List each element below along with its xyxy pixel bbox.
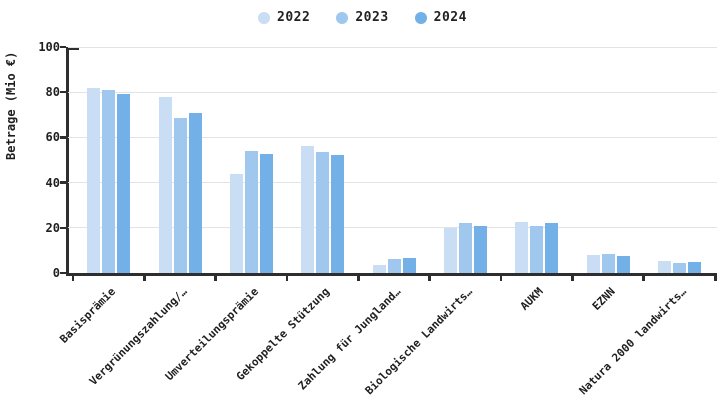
bar-2022-2	[158, 96, 172, 273]
x-axis-line	[66, 273, 717, 276]
gridline-y-20	[68, 227, 717, 229]
y-tick-0	[60, 271, 66, 275]
x-tick-8	[642, 275, 645, 281]
x-tick-3	[285, 275, 289, 281]
legend-swatch-2023-icon	[336, 11, 349, 24]
plot-area: Betrage (Mio €) 0 20 40 60 80 100 Basisprämie V…	[4, 41, 717, 397]
x-tick-label-7: AUKM	[517, 285, 546, 313]
bar-2023-9	[672, 262, 686, 273]
x-tick-0	[71, 275, 75, 281]
y-tick-40	[60, 181, 66, 184]
legend-item-2024[interactable]: 2024	[414, 10, 467, 25]
bar-2024-3	[259, 154, 273, 273]
y-tick-20	[60, 226, 66, 230]
y-tick-60	[60, 136, 66, 139]
bar-2023-1	[102, 89, 116, 273]
x-tick-1	[143, 275, 146, 281]
bar-2022-4	[301, 146, 315, 273]
bar-group-1	[87, 87, 131, 273]
gridline-y-40	[68, 182, 717, 184]
x-tick-9	[713, 275, 717, 281]
y-tick-80	[60, 90, 66, 94]
y-tick-label-80: 80	[45, 85, 60, 100]
gridline-y-100	[68, 46, 717, 48]
x-tick-4	[357, 275, 360, 281]
bar-group-7	[515, 222, 559, 273]
bar-2023-2	[173, 118, 187, 273]
y-tick-100	[60, 45, 66, 49]
bar-2023-4	[316, 152, 330, 273]
legend-swatch-2022-icon	[258, 11, 271, 24]
legend-label-2023: 2023	[355, 10, 389, 25]
bar-group-2	[158, 96, 202, 273]
bar-2023-8	[601, 253, 615, 273]
bar-2023-6	[458, 223, 472, 273]
bar-2024-8	[616, 256, 630, 273]
bar-2022-7	[515, 222, 529, 273]
bar-2024-2	[188, 112, 202, 273]
y-axis-title: Betrage (Mio €)	[4, 51, 18, 160]
bar-2022-5	[372, 265, 386, 273]
gridline-y-60	[68, 136, 717, 138]
bar-2024-9	[687, 261, 701, 273]
y-tick-label-100: 100	[38, 40, 60, 54]
x-tick-6	[499, 275, 503, 281]
bar-2023-7	[530, 225, 544, 273]
bar-2022-9	[657, 260, 671, 273]
legend-item-2023[interactable]: 2023	[336, 10, 388, 25]
bar-group-8	[586, 253, 630, 273]
legend-swatch-2024-icon	[414, 11, 427, 24]
bar-2022-3	[229, 173, 243, 273]
bar-2022-1	[87, 87, 101, 273]
bar-2024-5	[402, 258, 416, 273]
bar-group-3	[229, 150, 273, 273]
y-tick-label-40: 40	[45, 175, 60, 190]
bar-2024-1	[117, 94, 131, 273]
legend-label-2024: 2024	[433, 10, 467, 25]
bar-group-4	[301, 146, 345, 273]
bar-2023-5	[387, 259, 401, 273]
bar-2022-8	[586, 254, 600, 273]
bar-2024-6	[473, 225, 487, 273]
y-tick-label-60: 60	[45, 130, 60, 145]
y-axis-line	[66, 47, 69, 275]
x-tick-label-1: Basisprämie	[57, 285, 118, 346]
bar-2022-6	[443, 227, 457, 273]
bar-2024-4	[331, 155, 345, 273]
bar-2023-3	[244, 150, 258, 273]
gridline-y-80	[68, 91, 717, 93]
chart-legend: 2022 2023 2024	[0, 10, 725, 25]
bar-2024-7	[545, 223, 559, 273]
x-tick-2	[214, 275, 217, 281]
y-tick-label-20: 20	[45, 220, 60, 235]
bar-group-6	[443, 223, 487, 273]
x-tick-label-8: EZNN	[589, 285, 618, 313]
legend-item-2022[interactable]: 2022	[258, 10, 310, 25]
y-axis-end-cap	[66, 47, 79, 50]
bar-group-9	[657, 260, 701, 273]
x-tick-7	[571, 275, 574, 281]
x-tick-5	[428, 275, 431, 281]
bar-group-5	[372, 258, 416, 273]
legend-label-2022: 2022	[277, 10, 311, 25]
y-tick-label-0: 0	[52, 266, 60, 280]
